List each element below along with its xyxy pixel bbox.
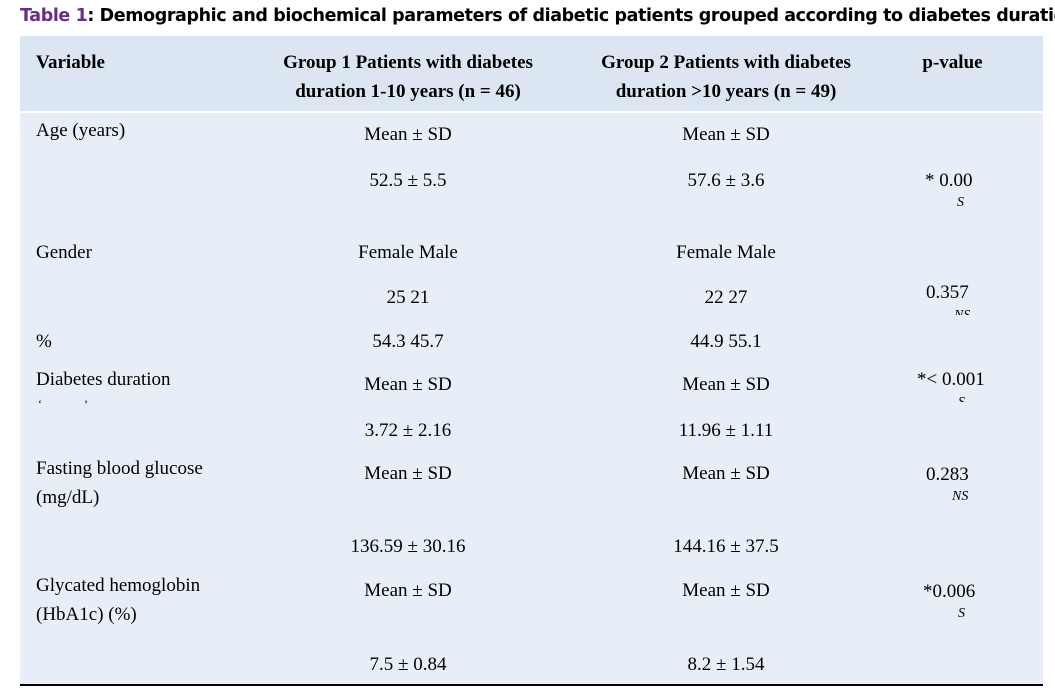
gender-g2-head: Female Male [676,242,776,263]
row-label-glucose: Fasting blood glucose [36,458,203,479]
hba1c-pvalue: *0.006 [923,581,976,602]
row-label-hba1c: Glycated hemoglobin [36,575,201,596]
header-group2: Group 2 Patients with diabetes duration … [578,48,874,106]
glucose-g2-stat: Mean ± SD [682,463,770,484]
table-label: Table 1 [20,6,88,26]
header-group1: Group 1 Patients with diabetes duration … [260,48,556,106]
table-body [20,113,1043,685]
age-g2-value: 57.6 ± 3.6 [687,170,765,191]
duration-g1-stat: Mean ± SD [364,374,452,395]
hba1c-g2-stat: Mean ± SD [682,580,770,601]
header-group1-line1: Group 1 Patients with diabetes [283,52,533,73]
row-label-hba1c-unit: (HbA1c) (%) [36,604,137,625]
header-variable: Variable [36,52,105,73]
table-bottom-rule [20,684,1043,686]
duration-g1-value: 3.72 ± 2.16 [364,420,452,441]
row-label-duration: Diabetes duration [36,369,171,390]
duration-clipped-mark-2: ’ [84,399,88,407]
age-pvalue: * 0.00 [925,170,973,191]
duration-clipped-mark: ‘ [38,399,42,407]
glucose-pvalue: 0.283 [926,464,969,485]
gender-g1-head: Female Male [358,242,458,263]
header-divider [20,111,1043,113]
hba1c-g1-value: 7.5 ± 0.84 [369,654,447,675]
caption-text: : Demographic and biochemical parameters… [87,6,1055,26]
header-group2-line1: Group 2 Patients with diabetes [601,52,851,73]
gender-g2-percent: 44.9 55.1 [690,331,762,352]
duration-pvalue: *< 0.001 [917,369,985,390]
glucose-significance: NS [952,489,969,504]
header-pvalue: p-value [922,52,983,73]
glucose-g1-stat: Mean ± SD [364,463,452,484]
hba1c-significance: S [958,606,965,621]
age-g1-stat: Mean ± SD [364,124,452,145]
table-caption: Table 1: Demographic and biochemical par… [20,6,1055,26]
duration-g2-value: 11.96 ± 1.11 [678,420,774,441]
duration-g2-stat: Mean ± SD [682,374,770,395]
gender-g2-count: 22 27 [704,287,748,308]
age-significance: S [957,195,964,210]
age-g1-value: 52.5 ± 5.5 [369,170,447,191]
gender-pvalue: 0.357 [926,282,969,303]
row-label-gender: Gender [36,242,92,263]
hba1c-g1-stat: Mean ± SD [364,580,452,601]
duration-significance: S [958,395,965,402]
data-table: Variable Group 1 Patients with diabetes … [20,36,1043,686]
row-label-age: Age (years) [36,120,126,141]
table-header [20,36,1043,112]
header-group1-line2: duration 1-10 years (n = 46) [295,81,521,102]
gender-g1-count: 25 21 [386,287,430,308]
row-label-glucose-unit: (mg/dL) [36,487,100,508]
header-group2-line2: duration >10 years (n = 49) [615,81,837,102]
row-label-percent: % [36,331,52,352]
gender-significance: NS [954,308,970,315]
hba1c-g2-value: 8.2 ± 1.54 [687,654,765,675]
glucose-g1-value: 136.59 ± 30.16 [350,536,466,557]
age-g2-stat: Mean ± SD [682,124,770,145]
glucose-g2-value: 144.16 ± 37.5 [673,536,779,557]
gender-g1-percent: 54.3 45.7 [372,331,444,352]
